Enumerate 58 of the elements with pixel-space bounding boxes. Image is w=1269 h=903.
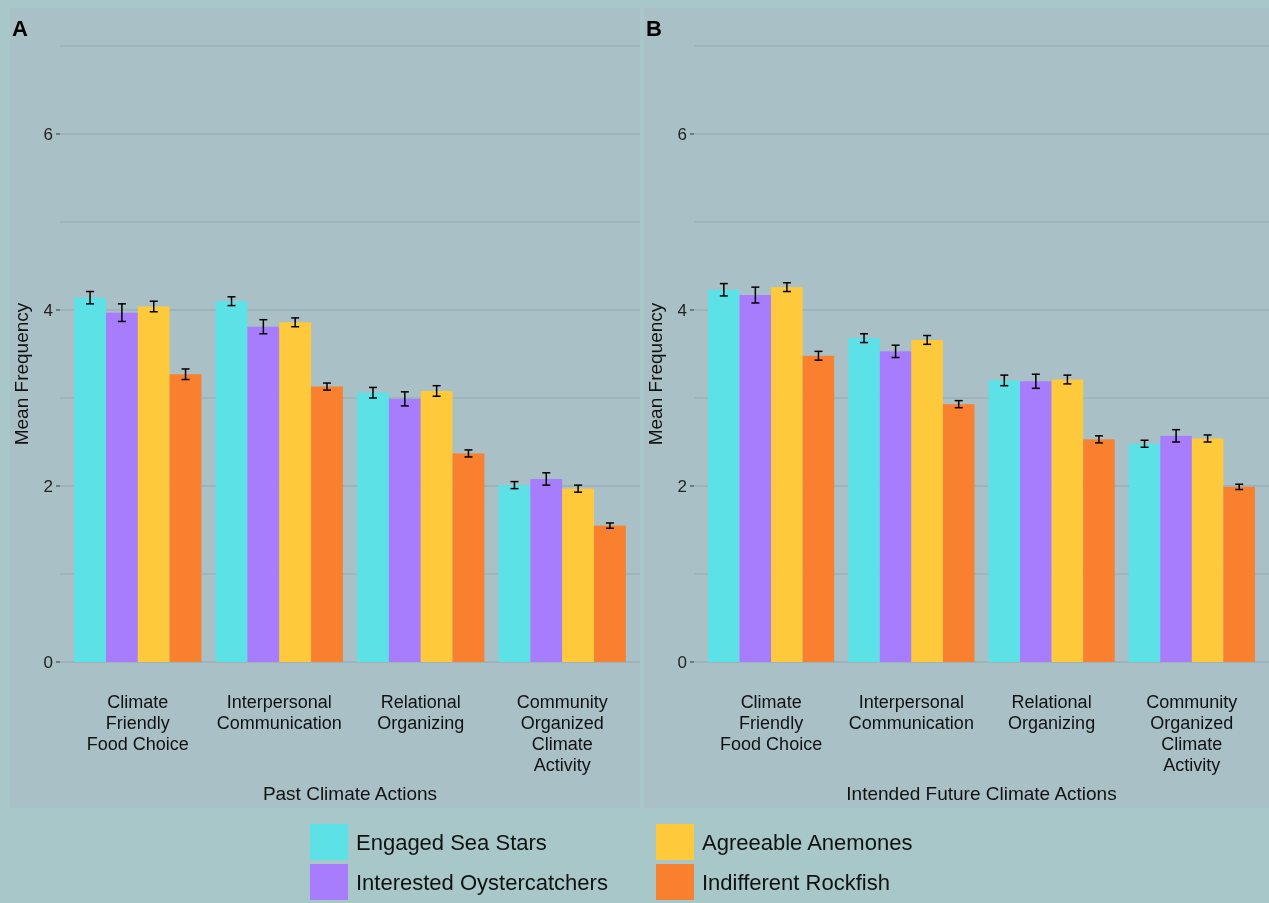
bar: [879, 351, 912, 662]
bar: [848, 338, 880, 662]
y-tick-label: 4: [43, 300, 53, 320]
y-tick-label: 0: [677, 652, 687, 672]
legend-label: Engaged Sea Stars: [356, 829, 547, 855]
bar: [739, 295, 772, 662]
bar: [452, 453, 485, 662]
x-tick-label: Community Organized Climate Activity: [1146, 692, 1238, 775]
bar: [1160, 435, 1192, 662]
y-tick-label: 0: [43, 652, 53, 672]
bar: [105, 312, 138, 662]
bar: [1051, 379, 1084, 662]
y-tick-label: 4: [677, 300, 687, 320]
bar: [388, 398, 421, 662]
bar: [562, 488, 595, 662]
bar: [311, 386, 343, 662]
bar: [942, 404, 975, 662]
bar: [771, 287, 803, 662]
y-axis-title: Mean Frequency: [645, 302, 666, 446]
x-tick-label: Relational Organizing: [1008, 692, 1096, 733]
bar: [137, 306, 170, 662]
y-tick-label: 6: [43, 124, 53, 144]
legend-label: Agreeable Anemones: [702, 829, 913, 855]
y-axis-title: Mean Frequency: [11, 302, 32, 446]
bar: [498, 485, 531, 662]
legend-label: Interested Oystercatchers: [356, 869, 608, 895]
bar: [1223, 486, 1255, 662]
bar: [247, 326, 280, 662]
chart-title: A: [12, 16, 28, 41]
bar: [279, 322, 312, 662]
bar: [708, 289, 740, 662]
bar: [357, 392, 389, 662]
bar: [594, 525, 626, 662]
x-tick-label: Community Organized Climate Activity: [516, 692, 608, 775]
bar: [530, 478, 563, 662]
x-axis-title: Intended Future Climate Actions: [846, 783, 1117, 804]
x-tick-label: Climate Friendly Food Choice: [86, 692, 189, 754]
chart-title: B: [646, 16, 662, 41]
bar: [802, 355, 835, 662]
x-tick-label: Climate Friendly Food Choice: [720, 692, 823, 754]
bar: [74, 297, 106, 662]
bar: [1128, 443, 1161, 662]
bar: [911, 339, 943, 662]
y-tick-label: 2: [677, 476, 687, 496]
bar: [1020, 381, 1052, 662]
legend-label: Indifferent Rockfish: [702, 869, 890, 895]
x-tick-label: Interpersonal Communication: [848, 692, 974, 733]
bar: [420, 390, 453, 662]
y-tick-label: 6: [677, 124, 687, 144]
y-tick-label: 2: [43, 476, 53, 496]
x-axis-title: Past Climate Actions: [262, 783, 438, 804]
bar: [1191, 438, 1224, 662]
x-tick-label: Interpersonal Communication: [216, 692, 342, 733]
bar: [1083, 439, 1115, 662]
x-tick-label: Relational Organizing: [377, 692, 465, 733]
bar: [215, 301, 248, 662]
bar: [988, 380, 1021, 662]
bar: [169, 374, 202, 662]
